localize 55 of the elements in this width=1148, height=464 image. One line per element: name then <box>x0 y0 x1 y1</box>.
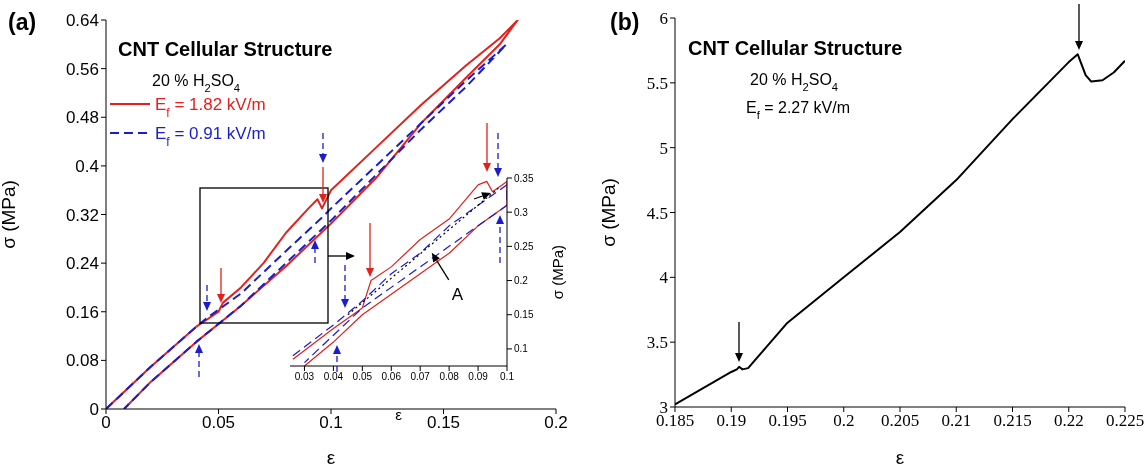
y-tick-label: 0.15 <box>514 309 534 321</box>
y-tick-label: 0.64 <box>65 11 99 31</box>
y-tick-label: 5 <box>659 138 668 158</box>
x-tick-label: 0.04 <box>323 371 344 383</box>
x-tick-label: 0.21 <box>941 411 972 431</box>
x-tick-label: 0.05 <box>352 371 373 383</box>
y-tick-label: 0.25 <box>514 240 534 252</box>
y-tick-label: 0.56 <box>65 59 99 79</box>
x-tick-label: 0.2 <box>833 411 855 431</box>
text: (b) <box>610 9 640 35</box>
x-axis-title: ε <box>326 447 336 464</box>
x-tick-label: 0.205 <box>880 411 920 431</box>
y-tick-label: 3.5 <box>646 333 668 353</box>
y-axis-title: σ (MPa) <box>597 178 619 247</box>
y-tick-label: 0.4 <box>75 156 99 176</box>
annotation: E$_{f}$ = 2.27 kV/m <box>746 99 851 121</box>
x-tick-label: 0.215 <box>993 411 1032 431</box>
x-tick-label: 0.19 <box>716 411 747 431</box>
legend-label: E$_{f}$ = 0.91 kV/m <box>155 124 266 149</box>
y-tick-label: 0.32 <box>65 205 99 225</box>
y-tick-label: 4 <box>659 268 669 288</box>
x-tick-label: 0.08 <box>439 371 460 383</box>
y-tick-label: 6 <box>659 9 668 29</box>
text: (a) <box>8 9 37 35</box>
x-tick-label: 0.15 <box>426 413 461 433</box>
text: CNT Cellular Structure <box>118 38 333 60</box>
x-tick-label: 0.2 <box>544 413 568 433</box>
x-tick-label: 0.225 <box>1105 411 1145 431</box>
x-tick-label: 0.195 <box>768 411 807 431</box>
x-tick-label: 0.09 <box>468 371 489 383</box>
y-tick-label: 5.5 <box>646 73 668 93</box>
x-tick-label: 0.03 <box>294 371 315 383</box>
x-axis-title: ε <box>395 406 403 423</box>
x-tick-label: 0.22 <box>1053 411 1084 431</box>
x-axis-title: ε <box>895 447 905 464</box>
y-axis-title: σ (MPa) <box>0 180 19 249</box>
x-tick-label: 0.06 <box>381 371 402 383</box>
y-tick-label: 0.24 <box>65 254 99 274</box>
y-tick-label: 4.5 <box>646 203 668 223</box>
y-tick-label: 0.16 <box>65 302 99 322</box>
annotation: A <box>451 284 464 304</box>
x-tick-label: 0.07 <box>410 371 431 383</box>
y-axis-title: σ (MPa) <box>549 244 567 300</box>
x-tick-label: 0.05 <box>201 413 236 433</box>
y-tick-label: 0.2 <box>514 275 529 287</box>
y-tick-label: 0.48 <box>65 108 99 128</box>
x-tick-label: 0.1 <box>319 413 343 433</box>
annotation: 20 % H$_{2}$SO$_{4}$ <box>152 72 241 94</box>
annotation: 20 % H$_{2}$SO$_{4}$ <box>750 71 839 93</box>
x-tick-label: 0.1 <box>500 371 515 383</box>
y-tick-label: 0.35 <box>514 172 534 184</box>
y-tick-label: 0.3 <box>514 206 529 218</box>
text: CNT Cellular Structure <box>688 37 903 59</box>
legend-label: E$_{f}$ = 1.82 kV/m <box>155 95 266 120</box>
y-tick-label: 0.1 <box>514 343 529 355</box>
